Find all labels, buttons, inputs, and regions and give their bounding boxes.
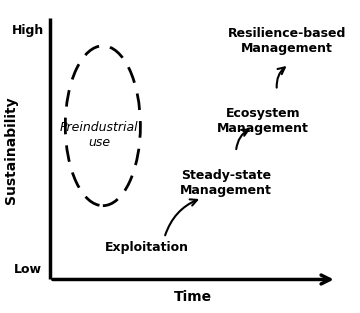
Text: Sustainability: Sustainability: [4, 96, 18, 204]
Text: Steady-state
Management: Steady-state Management: [180, 169, 272, 197]
Text: High: High: [12, 24, 44, 37]
Text: Exploitation: Exploitation: [105, 241, 189, 254]
Text: Ecosystem
Management: Ecosystem Management: [217, 107, 309, 135]
Text: Resilience-based
Management: Resilience-based Management: [228, 27, 346, 55]
Text: Low: Low: [14, 263, 42, 275]
Text: Preindustrial
use: Preindustrial use: [60, 121, 139, 149]
Text: Time: Time: [174, 290, 212, 304]
